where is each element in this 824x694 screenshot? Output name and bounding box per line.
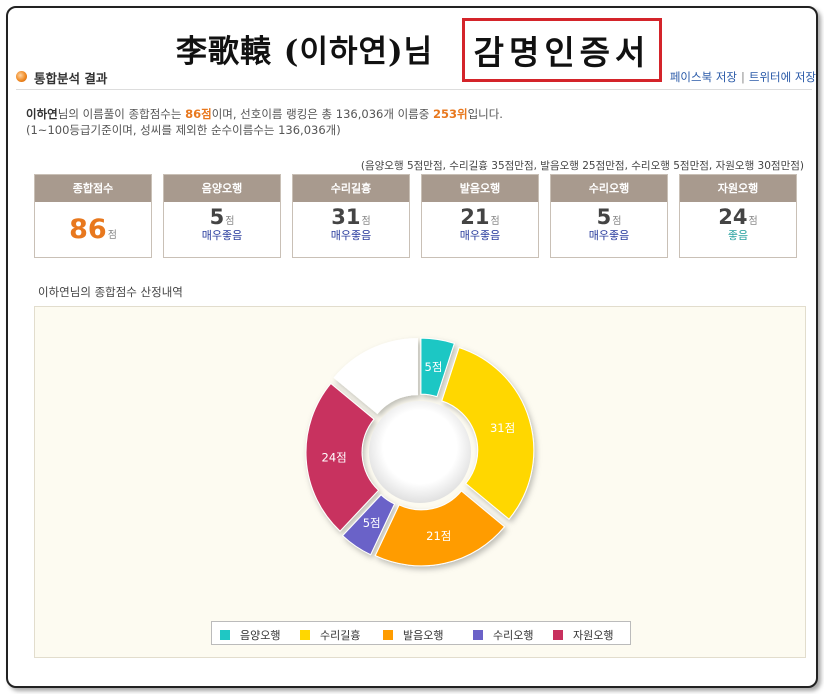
summary-text: 이하연님의 이름풀이 종합점수는 86점이며, 선호이름 랭킹은 총 136,0… [26,106,503,138]
summary-rank: 253위 [432,107,468,121]
card-unit: 점 [748,216,758,227]
legend-item: 음양오행 [220,627,280,643]
card-unit: 점 [612,216,622,227]
legend-item: 수리오행 [473,627,533,643]
card-title: 음양오행 [164,175,280,202]
score-card-suri-gilhyung: 수리길흉 31점 매우좋음 [292,174,410,258]
card-title: 수리길흉 [293,175,409,202]
legend-item: 수리길흉 [300,627,360,643]
donut-chart: 5점 31점 21점 5점 24점 [305,337,535,567]
summary-score: 86점 [185,107,212,121]
card-unit: 점 [361,216,371,227]
chart-legend: 음양오행 수리길흉 발음오행 수리오행 자원오행 [211,621,631,645]
card-score: 86 [69,214,107,245]
card-grade: 매우좋음 [588,229,630,242]
twitter-save-link[interactable]: 트위터에 저장 [748,70,816,84]
card-grade: 좋음 [727,229,749,242]
donut-slice[interactable] [305,382,380,532]
slice-label: 31점 [490,421,515,435]
orange-bullet-icon [16,71,27,82]
slice-label: 24점 [322,450,347,464]
chart-label-name: 이하연 [38,285,70,299]
section-title: 통합분석 결과 [34,71,108,86]
donut-remainder [333,338,418,415]
legend-swatch [300,630,310,640]
card-title: 수리오행 [551,175,667,202]
legend-swatch [553,630,563,640]
donut-slice[interactable] [420,337,455,398]
card-unit: 점 [225,216,235,227]
donut-slice[interactable] [441,346,535,520]
card-title: 종합점수 [35,175,151,202]
score-card-eumyang: 음양오행 5점 매우좋음 [163,174,281,258]
legend-label: 수리길흉 [320,629,361,642]
summary-text-3: 입니다. [467,107,503,121]
share-links: 페이스북 저장 | 트위터에 저장 [670,69,816,85]
card-title: 발음오행 [422,175,538,202]
legend-label: 음양오행 [240,629,281,642]
summary-line-2: (1~100등급기준이며, 성씨를 제외한 순수이름수는 136,036개) [26,123,341,137]
donut-slice[interactable] [341,494,396,556]
chart-label: 이하연님의 종합점수 산정내역 [38,284,183,300]
card-score: 5 [209,205,225,229]
chart-label-text: 님의 종합점수 산정내역 [69,285,183,299]
card-score: 24 [718,205,748,229]
card-grade: 매우좋음 [330,229,372,242]
chart-panel: 5점 31점 21점 5점 24점 음양오행 수리길흉 발음오행 수리오행 자원오행 [34,306,806,658]
legend-item: 자원오행 [553,627,613,643]
card-title: 자원오행 [680,175,796,202]
summary-text-2: 이며, 선호이름 랭킹은 총 136,036개 이름중 [211,107,433,121]
max-points-note: (음양오행 5점만점, 수리길흉 35점만점, 발음오행 25점만점, 수리오행… [360,160,804,172]
slice-label: 21점 [426,529,451,543]
card-unit: 점 [490,216,500,227]
card-grade: 매우좋음 [201,229,243,242]
score-card-jawon: 자원오행 24점 좋음 [679,174,797,258]
card-grade: 매우좋음 [459,229,501,242]
slice-label: 5점 [425,360,443,374]
legend-label: 발음오행 [403,629,444,642]
card-unit: 점 [107,230,117,241]
facebook-save-link[interactable]: 페이스북 저장 [669,70,737,84]
card-score: 21 [460,205,490,229]
legend-swatch [220,630,230,640]
name-line: 李歌轅 (이하연)님 [176,34,434,70]
slice-label: 5점 [363,516,381,530]
score-cards: 종합점수 86점 음양오행 5점 매우좋음 수리길흉 31점 매우좋음 발음오행… [34,174,798,258]
score-card-total: 종합점수 86점 [34,174,152,258]
score-card-bareum: 발음오행 21점 매우좋음 [421,174,539,258]
donut-slice[interactable] [374,490,506,567]
summary-name: 이하연 [26,107,58,121]
donut-hole [369,401,471,503]
legend-item: 발음오행 [383,627,443,643]
card-score: 31 [331,205,361,229]
legend-label: 수리오행 [493,629,534,642]
legend-swatch [473,630,483,640]
certificate-frame: 李歌轅 (이하연)님 감명인증서 통합분석 결과 페이스북 저장 | 트위터에 저장… [6,6,818,688]
section-header: 통합분석 결과 페이스북 저장 | 트위터에 저장 [16,64,816,90]
legend-label: 자원오행 [573,629,614,642]
certificate-title: 李歌轅 (이하연)님 감명인증서 [8,18,816,82]
donut-slices [305,337,535,567]
certificate-stamp: 감명인증서 [462,18,662,82]
legend-swatch [383,630,393,640]
card-score: 5 [596,205,612,229]
score-card-suri-ohaeng: 수리오행 5점 매우좋음 [550,174,668,258]
link-separator: | [740,70,745,84]
summary-text-1: 님의 이름풀이 종합점수는 [57,107,186,121]
